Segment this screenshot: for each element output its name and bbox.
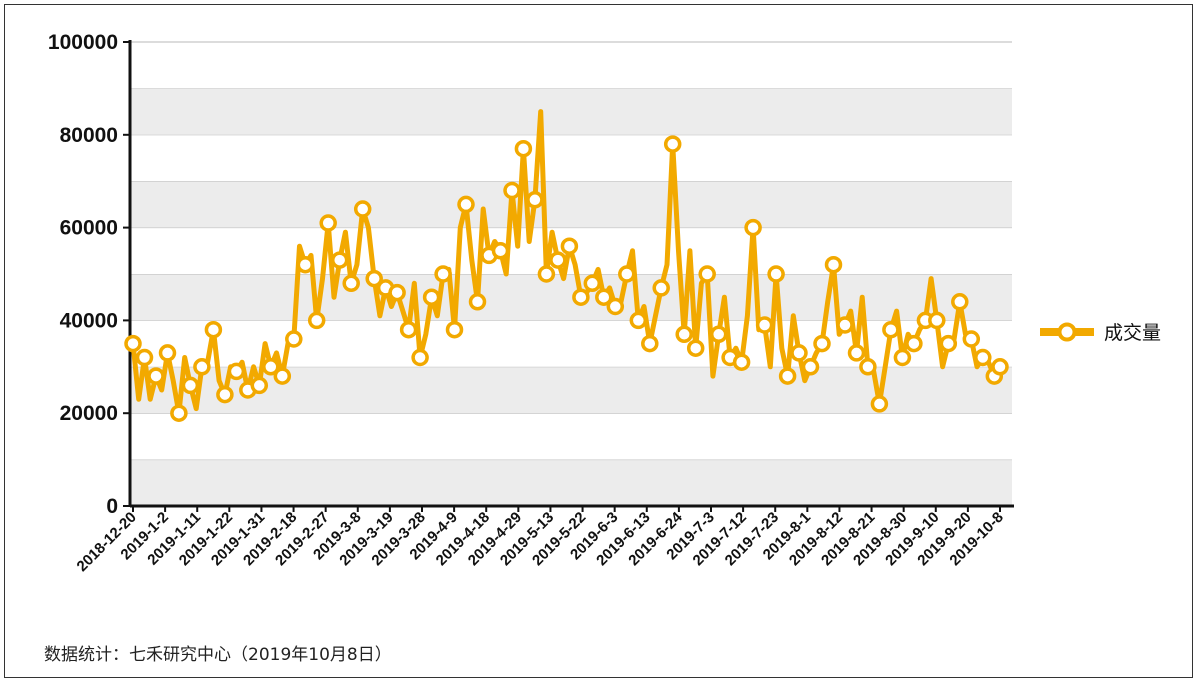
- data-point: [790, 344, 808, 362]
- data-point: [629, 311, 648, 330]
- y-tick-label: 100000: [48, 31, 118, 54]
- x-axis-ticks: 2018-12-202019-1-22019-1-112019-1-222019…: [74, 506, 1007, 575]
- data-point: [595, 288, 613, 306]
- data-point: [709, 325, 728, 344]
- data-point: [227, 362, 246, 381]
- grid-band: [130, 459, 1012, 506]
- data-point: [641, 334, 659, 353]
- data-point: [422, 288, 441, 306]
- data-point: [526, 191, 544, 209]
- data-point: [181, 376, 200, 395]
- data-point: [962, 330, 981, 348]
- y-tick-label: 80000: [60, 124, 118, 147]
- grid-bands: [130, 41, 1012, 506]
- data-point: [824, 255, 843, 274]
- data-point: [744, 218, 762, 237]
- data-point: [216, 385, 234, 404]
- data-point: [307, 311, 326, 330]
- data-point: [801, 358, 820, 376]
- data-point: [285, 330, 303, 348]
- y-tick-label: 20000: [60, 402, 118, 425]
- data-point: [813, 334, 831, 353]
- data-point: [836, 316, 854, 334]
- data-point: [974, 348, 992, 367]
- data-point: [905, 334, 923, 353]
- data-point: [353, 200, 372, 218]
- data-point: [663, 135, 682, 153]
- data-point: [388, 283, 406, 302]
- data-point: [193, 358, 211, 376]
- data-point: [928, 311, 946, 330]
- series-volume: [124, 109, 1009, 422]
- data-point: [732, 353, 751, 371]
- data-point: [618, 265, 636, 283]
- data-point: [445, 320, 464, 339]
- data-point: [549, 251, 567, 269]
- data-point: [491, 242, 510, 260]
- data-point: [514, 139, 533, 158]
- data-point: [778, 367, 797, 385]
- data-point: [158, 344, 177, 362]
- data-point: [847, 344, 866, 362]
- data-point: [698, 265, 716, 283]
- data-point: [675, 325, 693, 344]
- axes: [128, 40, 1014, 508]
- data-point: [882, 320, 900, 339]
- data-point: [365, 269, 383, 288]
- data-point: [560, 237, 579, 255]
- grid-band: [130, 42, 1012, 89]
- data-point: [468, 293, 487, 311]
- data-point: [399, 320, 418, 339]
- data-point: [991, 358, 1009, 376]
- data-point: [296, 255, 315, 274]
- data-point: [457, 195, 475, 214]
- data-point: [606, 297, 625, 316]
- data-point: [124, 334, 142, 353]
- data-point: [537, 265, 556, 283]
- grid-band: [130, 88, 1012, 135]
- data-point: [870, 395, 889, 413]
- data-point: [273, 367, 292, 385]
- legend-label: 成交量: [1104, 322, 1161, 344]
- data-point: [583, 274, 602, 293]
- data-point: [204, 320, 223, 339]
- grid-band: [130, 413, 1012, 460]
- data-point: [859, 358, 877, 376]
- y-tick-label: 40000: [60, 309, 118, 332]
- data-point: [686, 339, 705, 357]
- data-point: [572, 288, 590, 306]
- data-point: [434, 265, 452, 283]
- y-axis-ticks: 0 20000 40000 60000 80000 100000: [48, 31, 130, 518]
- data-point: [411, 348, 429, 367]
- data-point: [147, 367, 165, 385]
- data-point: [503, 181, 521, 200]
- grid-band: [130, 274, 1012, 321]
- data-point: [951, 293, 969, 311]
- data-point: [767, 265, 785, 283]
- data-point: [893, 348, 912, 367]
- data-point: [652, 279, 670, 297]
- data-point: [939, 334, 958, 353]
- data-point: [319, 214, 337, 232]
- source-note: 数据统计：七禾研究中心（2019年10月8日）: [44, 645, 392, 665]
- data-point: [170, 404, 188, 422]
- data-point: [135, 348, 154, 367]
- grid-band: [130, 134, 1012, 182]
- data-point: [342, 274, 360, 293]
- data-point: [250, 376, 269, 395]
- data-point: [330, 251, 349, 269]
- y-tick-label: 60000: [60, 217, 118, 240]
- data-point: [755, 316, 774, 334]
- y-tick-label: 0: [106, 495, 118, 518]
- grid-band: [130, 181, 1012, 228]
- legend: 成交量: [1040, 322, 1161, 344]
- legend-marker: [1057, 322, 1077, 342]
- data-point: [262, 358, 280, 376]
